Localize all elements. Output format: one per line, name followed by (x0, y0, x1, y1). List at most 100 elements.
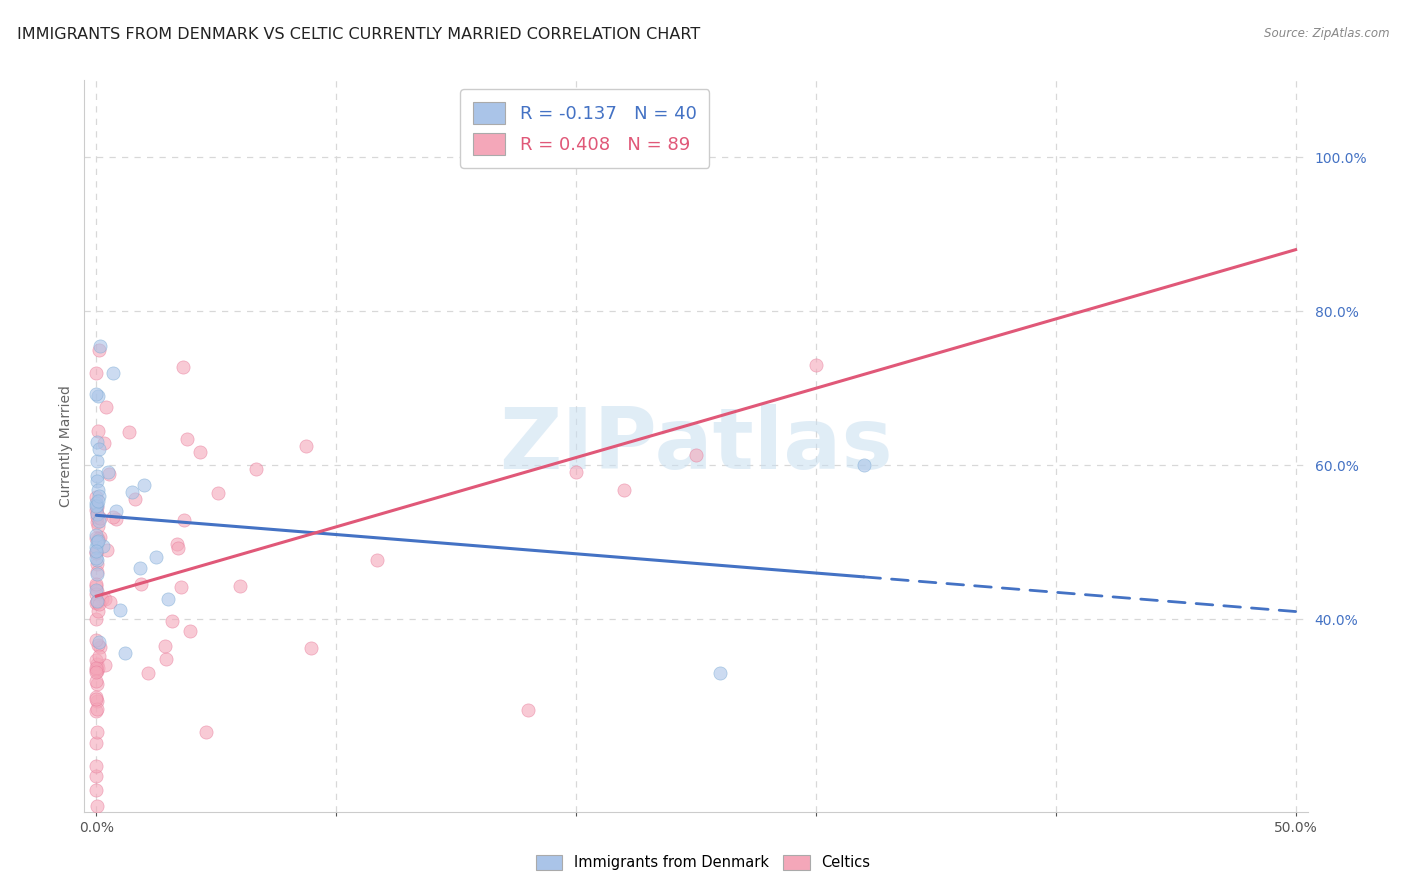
Point (86, 507, 108, 521)
Point (86, 551, 108, 566)
Point (86, 546, 108, 560)
Point (87, 514, 110, 528)
Point (86, 676, 108, 690)
Point (87, 604, 110, 618)
Point (86, 498, 108, 512)
Y-axis label: Currently Married: Currently Married (59, 385, 73, 507)
Point (94, 658, 117, 673)
Point (98, 595, 121, 609)
Point (136, 665, 159, 680)
Legend: Immigrants from Denmark, Celtics: Immigrants from Denmark, Celtics (530, 848, 876, 876)
Point (86, 769, 108, 783)
Point (86, 691, 108, 706)
Point (86, 510, 108, 524)
Point (86, 544, 108, 558)
Point (86, 435, 108, 450)
Point (86, 490, 108, 504)
Point (86, 586, 108, 600)
Point (685, 448, 707, 462)
Point (131, 576, 153, 591)
Point (179, 624, 201, 638)
Point (207, 486, 229, 500)
Point (153, 639, 176, 653)
Point (87, 519, 110, 533)
Point (86, 633, 108, 648)
Point (299, 640, 322, 655)
Point (87, 389, 110, 403)
Point (86, 565, 108, 579)
Point (86, 665, 108, 679)
Text: Source: ZipAtlas.com: Source: ZipAtlas.com (1264, 27, 1389, 40)
Point (86, 387, 108, 401)
Point (613, 483, 636, 497)
Point (86, 528, 108, 542)
Point (86, 759, 108, 773)
Point (86, 694, 108, 708)
Point (87, 483, 110, 498)
Point (86, 540, 108, 554)
Point (86, 469, 108, 483)
Point (86, 664, 108, 678)
Point (96, 400, 118, 414)
Point (86, 366, 108, 380)
Point (86, 690, 108, 705)
Point (86, 663, 108, 677)
Point (852, 458, 875, 473)
Point (86, 531, 108, 545)
Point (89, 339, 111, 353)
Point (190, 444, 212, 458)
Point (87, 532, 110, 546)
Point (87, 638, 110, 652)
Point (245, 462, 267, 476)
Point (118, 425, 141, 439)
Point (86, 475, 108, 489)
Point (86, 579, 108, 593)
Point (173, 513, 195, 527)
Point (86, 653, 108, 667)
Point (166, 537, 188, 551)
Point (89, 343, 111, 357)
Point (86, 582, 108, 597)
Point (157, 591, 180, 606)
Point (104, 504, 127, 518)
Point (86, 798, 108, 813)
Point (86, 553, 108, 567)
Point (86, 535, 108, 549)
Text: IMMIGRANTS FROM DENMARK VS CELTIC CURRENTLY MARRIED CORRELATION CHART: IMMIGRANTS FROM DENMARK VS CELTIC CURREN… (17, 27, 700, 42)
Point (229, 579, 252, 593)
Point (97, 467, 120, 482)
Point (86, 493, 108, 508)
Point (87, 635, 110, 649)
Point (517, 703, 540, 717)
Point (86, 594, 108, 608)
Point (172, 360, 194, 375)
Point (97, 465, 120, 479)
Point (87, 661, 110, 675)
Point (87, 489, 110, 503)
Point (101, 510, 124, 524)
Point (105, 512, 128, 526)
Point (87, 533, 110, 548)
Point (170, 580, 193, 594)
Point (86, 500, 108, 514)
Point (86, 612, 108, 626)
Point (89, 511, 111, 525)
Point (86, 583, 108, 598)
Point (91, 539, 114, 553)
Point (86, 454, 108, 468)
Point (86, 576, 108, 591)
Point (86, 725, 108, 739)
Point (86, 596, 108, 610)
Point (94, 591, 117, 606)
Point (96, 543, 118, 558)
Point (145, 549, 167, 564)
Point (160, 614, 183, 628)
Point (86, 704, 108, 718)
Point (709, 666, 731, 681)
Point (86, 500, 108, 515)
Point (86, 495, 108, 509)
Point (128, 561, 150, 575)
Point (86, 424, 108, 438)
Point (86, 782, 108, 797)
Text: ZIPatlas: ZIPatlas (499, 404, 893, 488)
